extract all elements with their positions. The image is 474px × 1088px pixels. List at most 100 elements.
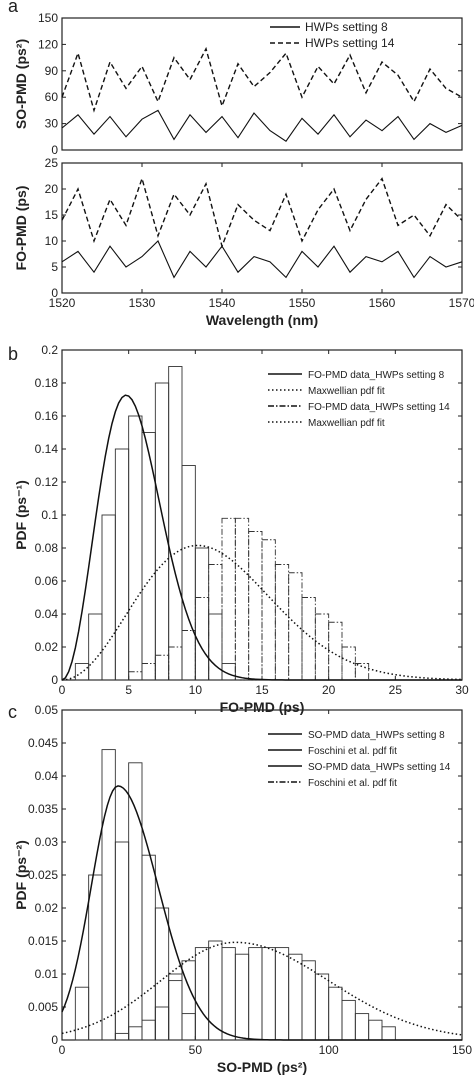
x-tick-label: 1520 xyxy=(49,296,76,310)
histogram-bar-1 xyxy=(208,564,223,681)
histogram-bar-1 xyxy=(114,1032,130,1041)
y-axis-label: FO-PMD (ps) xyxy=(13,186,29,271)
histogram-bar-1 xyxy=(234,517,250,681)
legend-entry: FO-PMD data_HWPs setting 8 xyxy=(308,370,445,381)
x-tick-label: 15 xyxy=(255,683,269,697)
fit-curve-0 xyxy=(61,394,462,681)
histogram-bar-1 xyxy=(194,947,210,1041)
y-tick-label: 0.08 xyxy=(35,541,59,555)
histogram-bar-1 xyxy=(261,539,276,681)
histogram-bar-1 xyxy=(301,960,316,1041)
x-tick-label: 0 xyxy=(59,683,66,697)
histogram-bar-1 xyxy=(314,613,330,681)
panel-label-c: c xyxy=(8,702,17,722)
y-tick-label: 0.01 xyxy=(35,967,59,981)
y-tick-label: 10 xyxy=(45,234,59,248)
x-tick-label: 30 xyxy=(455,683,469,697)
series-line-0 xyxy=(61,240,463,279)
fit-curve-0 xyxy=(61,785,462,1041)
x-tick-label: 1530 xyxy=(129,296,156,310)
y-tick-label: 0.015 xyxy=(28,934,58,948)
histogram-bar-1 xyxy=(328,986,343,1041)
y-axis-label: SO-PMD (ps²) xyxy=(13,39,29,129)
y-tick-label: 150 xyxy=(38,11,58,25)
histogram-bar-1 xyxy=(328,621,343,681)
legend-entry: SO-PMD data_HWPs setting 8 xyxy=(308,730,445,741)
x-tick-label: 100 xyxy=(319,1043,339,1057)
histogram-bar-0 xyxy=(74,663,90,681)
histogram-bar-1 xyxy=(221,947,236,1041)
series-line-1 xyxy=(61,176,463,249)
y-tick-label: 0.02 xyxy=(35,640,59,654)
x-tick-label: 1570 xyxy=(449,296,474,310)
y-tick-label: 0.05 xyxy=(35,703,59,717)
x-tick-label: 1550 xyxy=(289,296,316,310)
y-tick-label: 0.025 xyxy=(28,868,58,882)
y-tick-label: 0.04 xyxy=(35,769,59,783)
histogram-bar-0 xyxy=(88,613,103,681)
histogram-bar-1 xyxy=(154,1006,170,1041)
histogram-bar-0 xyxy=(181,1013,196,1041)
x-tick-label: 150 xyxy=(452,1043,472,1057)
y-tick-label: 0.12 xyxy=(35,475,59,489)
histogram-bar-0 xyxy=(168,973,183,1041)
histogram-bar-1 xyxy=(128,671,143,681)
y-tick-label: 0.16 xyxy=(35,409,59,423)
legend-entry: FO-PMD data_HWPs setting 14 xyxy=(308,402,450,413)
y-tick-label: 0.06 xyxy=(35,574,59,588)
histogram-bar-0 xyxy=(128,762,143,1041)
histogram-bar-0 xyxy=(101,514,116,681)
y-tick-label: 120 xyxy=(38,37,58,51)
legend-entry: HWPs setting 14 xyxy=(305,36,395,50)
legend-entry: Maxwellian pdf fit xyxy=(308,386,385,397)
histogram-bar-1 xyxy=(261,947,276,1041)
y-tick-label: 5 xyxy=(51,260,58,274)
histogram-bar-1 xyxy=(274,947,290,1041)
y-tick-label: 0.045 xyxy=(28,736,58,750)
y-tick-label: 30 xyxy=(45,117,59,131)
histogram-bar-0 xyxy=(128,415,143,681)
y-tick-label: 20 xyxy=(45,182,59,196)
legend-entry: SO-PMD data_HWPs setting 14 xyxy=(308,762,451,773)
legend-entry: Foschini et al. pdf fit xyxy=(308,746,397,757)
histogram-bar-1 xyxy=(234,953,250,1041)
histogram-bar-1 xyxy=(248,947,263,1041)
histogram-bar-1 xyxy=(194,597,210,681)
plot-frame-0 xyxy=(61,17,463,151)
histogram-bar-1 xyxy=(368,1019,383,1041)
y-tick-label: 0.2 xyxy=(41,343,58,357)
histogram-bar-1 xyxy=(168,980,183,1041)
histogram-bar-1 xyxy=(288,953,303,1041)
fit-curve-1 xyxy=(61,941,463,1036)
legend-entry: Maxwellian pdf fit xyxy=(308,418,385,429)
histogram-bar-0 xyxy=(141,854,156,1041)
x-tick-label: 1560 xyxy=(369,296,396,310)
histogram-bar-1 xyxy=(341,999,356,1041)
histogram-bar-0 xyxy=(88,874,103,1041)
histogram-bar-1 xyxy=(168,646,183,681)
histogram-bar-1 xyxy=(221,517,236,681)
histogram-bar-0 xyxy=(114,448,130,681)
histogram-bar-1 xyxy=(248,531,263,681)
histogram-bar-1 xyxy=(301,597,316,681)
y-tick-label: 0.14 xyxy=(35,442,59,456)
y-tick-label: 0.04 xyxy=(35,607,59,621)
histogram-bar-0 xyxy=(154,382,170,681)
x-tick-label: 20 xyxy=(322,683,336,697)
histogram-bar-0 xyxy=(168,366,183,681)
series-line-0 xyxy=(61,109,463,142)
histogram-bar-0 xyxy=(141,432,156,681)
y-tick-label: 0 xyxy=(51,143,58,157)
y-tick-label: 0 xyxy=(51,1033,58,1047)
histogram-bar-1 xyxy=(274,564,290,681)
y-axis-label: PDF (ps⁻²) xyxy=(13,840,29,910)
histogram-bar-1 xyxy=(354,1013,370,1041)
y-tick-label: 0.02 xyxy=(35,901,59,915)
y-tick-label: 90 xyxy=(45,64,59,78)
x-tick-label: 25 xyxy=(389,683,403,697)
histogram-bar-1 xyxy=(208,940,223,1041)
legend-entry: Foschini et al. pdf fit xyxy=(308,778,397,789)
histogram-bar-1 xyxy=(154,654,170,681)
y-tick-label: 0.18 xyxy=(35,376,59,390)
y-tick-label: 0.03 xyxy=(35,835,59,849)
